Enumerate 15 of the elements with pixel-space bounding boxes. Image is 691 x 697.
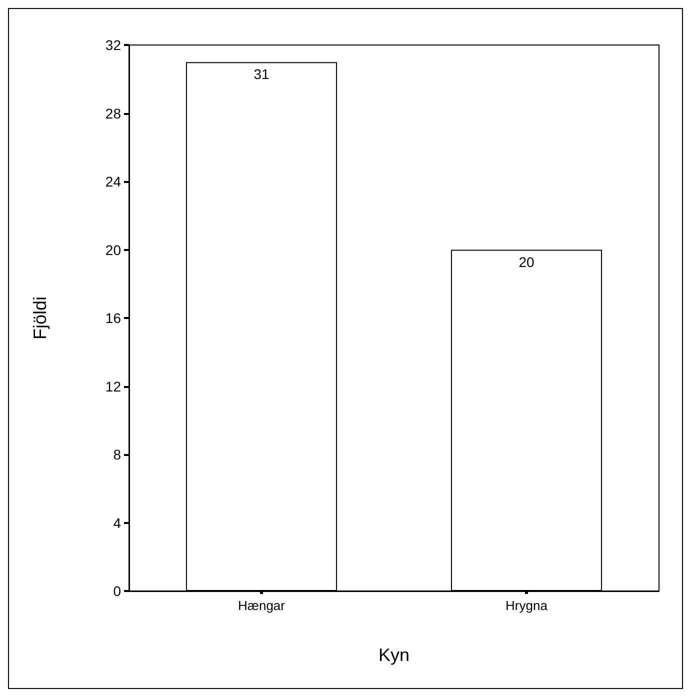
y-tick-label: 20 — [105, 242, 122, 258]
y-tick-label: 0 — [113, 583, 122, 599]
x-tick-label: Hængar — [238, 598, 286, 613]
data-label: 20 — [518, 254, 534, 270]
data-label: 31 — [254, 66, 270, 82]
y-tick-label: 24 — [105, 174, 122, 190]
y-tick-label: 32 — [105, 37, 122, 53]
y-tick-label: 12 — [105, 378, 122, 394]
x-tick-label: Hrygna — [506, 598, 548, 613]
y-tick-label: 28 — [105, 105, 122, 122]
y-tick-label: 16 — [105, 310, 122, 326]
y-tick-label: 8 — [113, 446, 122, 462]
x-axis-title: Kyn — [378, 645, 410, 665]
y-tick-label: 4 — [113, 514, 122, 531]
y-axis-title: Fjöldi — [30, 296, 50, 340]
